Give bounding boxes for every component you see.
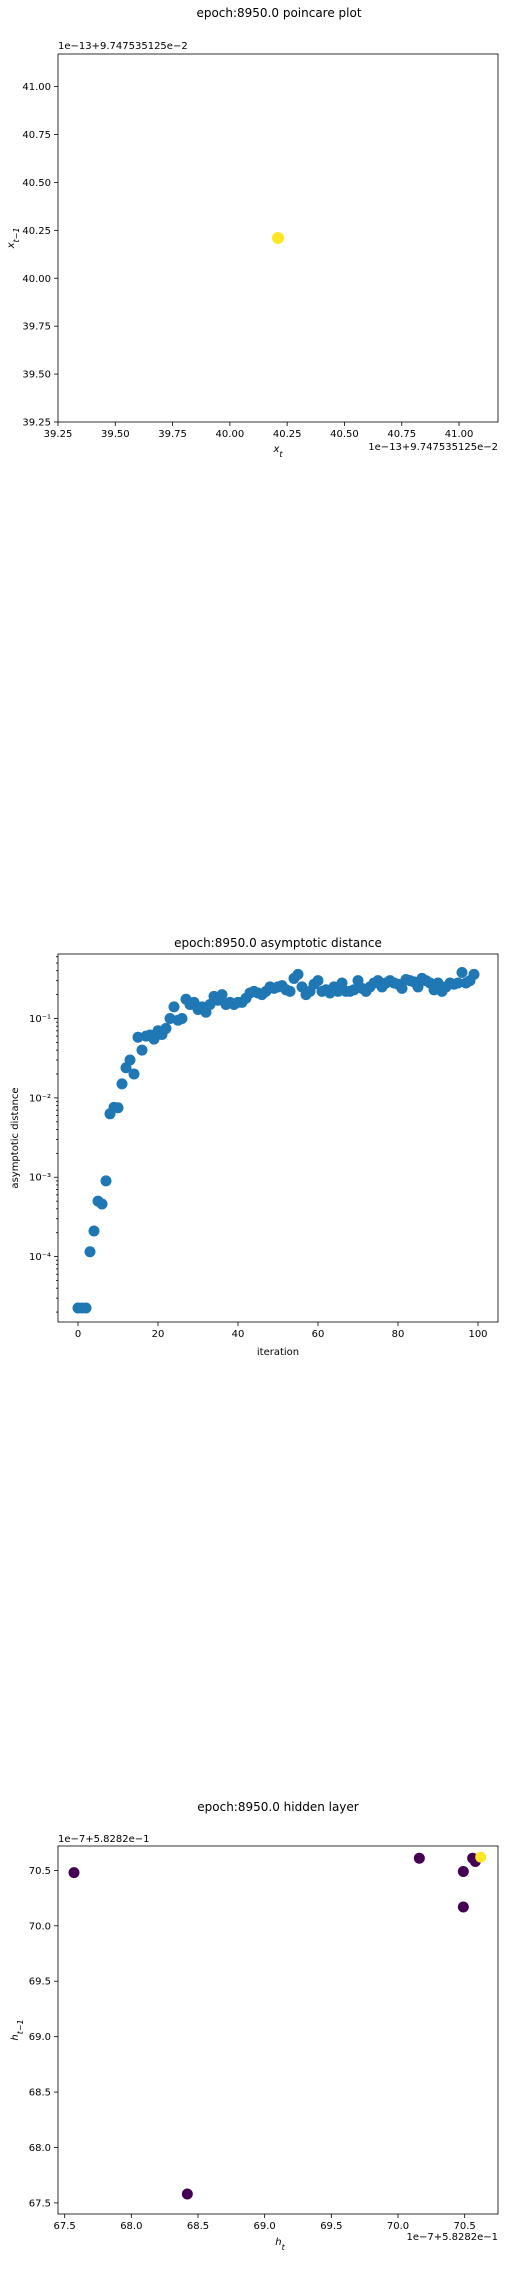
scatter-point <box>468 968 480 980</box>
scatter-point <box>84 1246 96 1258</box>
scatter-point <box>216 989 228 1001</box>
scatter-point <box>124 1054 136 1066</box>
x-tick-label: 68.5 <box>187 2221 209 2232</box>
poincare-plot-chart: epoch:8950.0 poincare plot 1e−13+9.74753… <box>6 6 499 459</box>
x-tick-label: 67.5 <box>54 2221 76 2232</box>
y-offset-text: 1e−13+9.747535125e−2 <box>58 41 188 52</box>
scatter-point <box>312 975 324 987</box>
scatter-point <box>148 1033 160 1045</box>
scatter-point <box>168 1001 180 1013</box>
x-axis-label: xt <box>272 444 283 459</box>
x-tick-label: 60 <box>312 1329 325 1340</box>
y-tick-label: 40.75 <box>22 130 51 141</box>
scatter-point <box>456 967 468 979</box>
scatter-point <box>176 1013 188 1025</box>
x-tick-label: 100 <box>468 1329 487 1340</box>
scatter-point <box>112 1102 124 1114</box>
scatter-point <box>457 1901 469 1913</box>
scatter-point <box>292 968 304 980</box>
scatter-point <box>100 1175 112 1187</box>
scatter-point <box>475 1851 487 1863</box>
x-tick-label: 70.0 <box>387 2221 409 2232</box>
x-tick-label: 70.5 <box>454 2221 476 2232</box>
y-tick-label: 10⁻¹ <box>29 1014 51 1025</box>
scatter-point <box>128 1068 140 1080</box>
x-tick-label: 69.5 <box>320 2221 342 2232</box>
y-axis-label: asymptotic distance <box>10 1087 21 1188</box>
chart-title: epoch:8950.0 hidden layer <box>197 1800 359 1814</box>
x-axis-label: ht <box>275 2237 285 2252</box>
scatter-point <box>336 977 348 989</box>
plot-frame <box>57 953 499 1323</box>
y-tick-label: 68.5 <box>29 2088 51 2099</box>
y-tick-label: 10⁻² <box>29 1093 51 1104</box>
y-tick-label: 39.50 <box>22 370 51 381</box>
scatter-point <box>68 1867 80 1879</box>
y-tick-label: 68.0 <box>29 2143 51 2154</box>
plot-frame <box>57 53 499 423</box>
y-tick-label: 10⁻⁴ <box>29 1252 51 1263</box>
x-tick-label: 69.0 <box>254 2221 276 2232</box>
scatter-point <box>284 985 296 997</box>
scatter-point <box>396 982 408 994</box>
scatter-point <box>452 977 464 989</box>
y-tick-label: 40.00 <box>22 274 51 285</box>
scatter-point <box>136 1044 148 1056</box>
x-tick-label: 41.00 <box>445 429 474 440</box>
scatter-point <box>413 1852 425 1864</box>
plot-frame <box>57 1845 499 2215</box>
x-tick-label: 40.25 <box>273 429 302 440</box>
scatter-point <box>96 1198 108 1210</box>
y-tick-label: 67.5 <box>29 2198 51 2209</box>
y-tick-label: 69.5 <box>29 1977 51 1988</box>
scatter-point <box>181 2188 193 2200</box>
x-tick-label: 39.50 <box>101 429 130 440</box>
x-tick-label: 68.0 <box>120 2221 142 2232</box>
y-tick-label: 40.25 <box>22 226 51 237</box>
asymptotic-distance-chart: epoch:8950.0 asymptotic distance 0 20 40 60… <box>10 936 499 1355</box>
hidden-layer-chart: epoch:8950.0 hidden layer 1e−7+5.8282e−1… <box>10 1800 499 2252</box>
y-axis-label: ht−1 <box>10 2019 25 2040</box>
x-tick-label: 40 <box>232 1329 245 1340</box>
y-tick-label: 39.25 <box>22 418 51 429</box>
y-tick-label: 70.5 <box>29 1866 51 1877</box>
y-axis-label: xt−1 <box>6 228 21 250</box>
scatter-point <box>272 232 284 244</box>
y-tick-label: 70.0 <box>29 1921 51 1932</box>
chart-title: epoch:8950.0 poincare plot <box>196 6 361 20</box>
scatter-point <box>332 985 344 997</box>
x-tick-label: 20 <box>152 1329 165 1340</box>
x-axis-label: iteration <box>257 1347 299 1355</box>
scatter-point <box>457 1865 469 1877</box>
x-tick-label: 40.00 <box>216 429 245 440</box>
scatter-point <box>88 1225 100 1237</box>
scatter-point <box>116 1078 128 1090</box>
x-offset-text: 1e−7+5.8282e−1 <box>406 2232 498 2243</box>
y-tick-label: 39.75 <box>22 322 51 333</box>
y-tick-label: 10⁻³ <box>29 1173 51 1184</box>
x-tick-label: 40.75 <box>387 429 416 440</box>
x-tick-label: 39.25 <box>44 429 73 440</box>
y-tick-label: 40.50 <box>22 178 51 189</box>
x-tick-label: 40.50 <box>330 429 359 440</box>
scatter-point <box>412 981 424 993</box>
y-tick-label: 41.00 <box>22 82 51 93</box>
x-tick-label: 80 <box>392 1329 405 1340</box>
y-tick-label: 69.0 <box>29 2032 51 2043</box>
x-tick-label: 39.75 <box>158 429 187 440</box>
scatter-point <box>467 1852 479 1864</box>
scatter-point <box>160 1022 172 1034</box>
chart-title: epoch:8950.0 asymptotic distance <box>174 936 382 950</box>
x-offset-text: 1e−13+9.747535125e−2 <box>368 442 498 453</box>
x-tick-label: 0 <box>75 1329 81 1340</box>
scatter-point <box>80 1302 92 1314</box>
y-offset-text: 1e−7+5.8282e−1 <box>58 1834 150 1845</box>
